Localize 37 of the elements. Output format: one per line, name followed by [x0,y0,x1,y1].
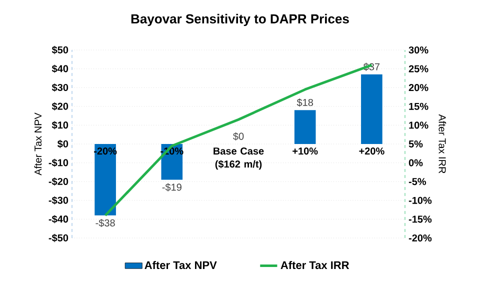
data-label: -$38 [96,218,115,228]
data-label: -$19 [162,183,182,192]
y-tick-label: $10 [52,121,68,130]
y-axis-title: After Tax NPV [34,112,42,176]
y2-tick-label: 15% [409,102,428,110]
y-tick-label: -$20 [48,177,68,186]
y2-tick-label: -10% [408,196,432,204]
y-tick-label: -$10 [48,158,68,167]
y-tick-label: $0 [57,140,68,148]
y-tick-label: $50 [52,46,68,54]
bar [294,110,316,144]
y2-tick-label: 5% [408,140,423,148]
x-tick-label: +20% [359,148,384,155]
y-tick-label: -$40 [48,215,68,224]
bar [94,144,116,216]
y-tick-label: $20 [52,102,68,110]
y2-tick-label: 25% [408,65,428,72]
x-tick-label: +10% [292,148,318,155]
y-tick-label: -$50 [48,234,68,242]
y2-axis-title: After Tax IRR [438,114,446,174]
y2-tick-label: -20% [408,234,432,242]
y2-tick-label: 10% [409,122,428,129]
y-tick-label: -$30 [48,196,68,204]
y2-tick-label: 0% [408,159,423,166]
legend-label: After Tax IRR [280,260,350,270]
y2-tick-label: 30% [408,46,428,54]
y2-tick-label: 20% [408,84,428,92]
chart-title: Bayovar Sensitivity to DAPR Prices [131,14,349,26]
y-tick-label: $30 [52,83,68,92]
y-tick-label: $40 [52,64,68,73]
y2-tick-label: -5% [408,178,426,186]
x-tick-label: Base Case ($162 m/t) [214,148,264,170]
data-label: $0 [233,132,244,140]
y2-tick-label: -15% [408,216,432,223]
bar [361,74,382,144]
legend-label: After Tax NPV [144,260,217,270]
data-label: $18 [296,98,313,107]
